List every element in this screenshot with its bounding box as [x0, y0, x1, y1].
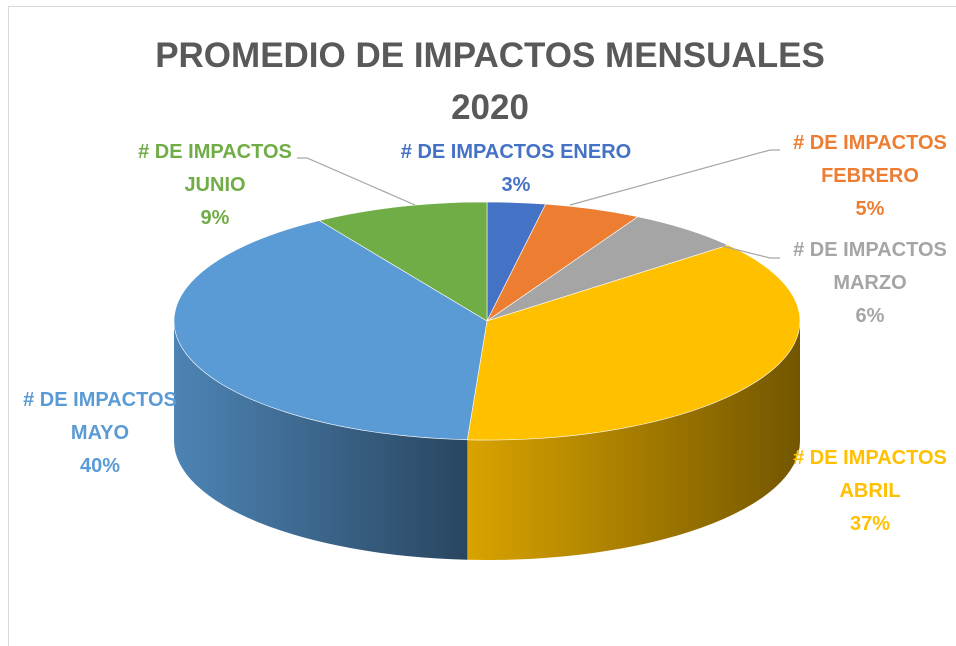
data-label-value: 6% — [855, 305, 885, 327]
data-label-value: 3% — [501, 174, 531, 196]
data-label-value: 40% — [79, 455, 121, 477]
data-label-value: 37% — [849, 513, 891, 535]
leader-line — [689, 237, 780, 259]
chart-title: PROMEDIO DE IMPACTOS MENSUALES 2020 — [155, 36, 825, 127]
data-label-name: # DE IMPACTOS FEBRERO — [793, 132, 947, 187]
data-label-name: # DE IMPACTOS JUNIO — [138, 141, 292, 196]
slice — [318, 201, 488, 322]
data-label-name: # DE IMPACTOS MARZO — [793, 239, 947, 294]
data-label-value: 5% — [855, 198, 885, 220]
data-label-value: 9% — [200, 207, 230, 229]
data-label-name: # DE IMPACTOS MAYO — [23, 389, 177, 444]
leader-line — [569, 149, 780, 206]
slice-side — [174, 321, 468, 560]
chart-frame — [8, 6, 956, 646]
slice — [486, 216, 730, 322]
leader-line — [297, 157, 416, 206]
data-label-name: # DE IMPACTOS ABRIL — [793, 447, 947, 502]
slice — [173, 220, 488, 441]
slice — [466, 244, 801, 441]
data-label-name: # DE IMPACTOS ENERO — [400, 141, 632, 163]
slice-side — [467, 321, 800, 560]
